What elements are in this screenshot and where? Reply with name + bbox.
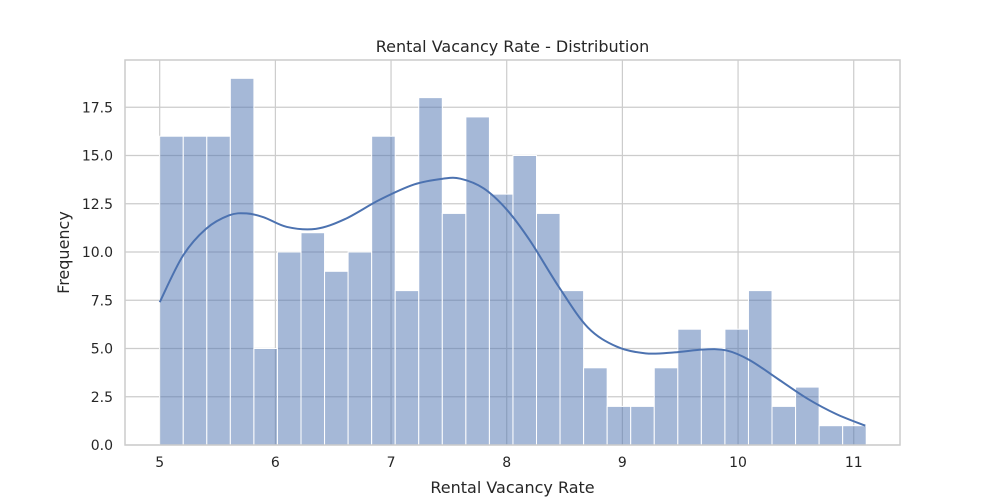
plot-frame (124, 59, 901, 446)
histogram-bar (300, 232, 326, 446)
histogram-bar (630, 405, 655, 446)
histogram-bar (488, 193, 514, 446)
y-tick-label: 0.0 (91, 438, 113, 454)
histogram-bar (276, 251, 302, 446)
histogram-bar (512, 155, 538, 446)
y-tick-label: 5.0 (91, 342, 113, 358)
x-tick-labels: 5 6 7 8 9 10 11 (155, 455, 862, 471)
x-tick-label: 5 (155, 455, 164, 471)
histogram-bar (418, 97, 443, 446)
x-axis-label: Rental Vacancy Rate (430, 478, 594, 497)
histogram-bar (347, 251, 373, 446)
x-tick-label: 11 (845, 455, 863, 471)
y-tick-label: 17.5 (82, 100, 113, 116)
histogram-bar (724, 328, 749, 446)
histogram-bar (441, 212, 467, 446)
histogram-bar (771, 405, 797, 446)
x-tick-label: 7 (387, 455, 396, 471)
histogram-bar (159, 135, 184, 446)
y-axis-label: Frequency (54, 211, 73, 294)
x-tick-label: 6 (271, 455, 280, 471)
y-tick-label: 15.0 (82, 149, 113, 165)
y-tick-label: 10.0 (82, 245, 113, 261)
histogram-bar (700, 348, 726, 446)
x-tick-label: 8 (502, 455, 511, 471)
histogram-bar (394, 290, 420, 446)
histogram-bar (842, 425, 867, 446)
histogram-bar (606, 405, 632, 446)
y-tick-label: 12.5 (82, 197, 113, 213)
y-tick-label: 2.5 (91, 390, 113, 406)
kde-line (158, 176, 866, 427)
y-tick-labels: 0.0 2.5 5.0 7.5 10.0 12.5 15.0 17.5 (82, 100, 113, 454)
histogram-bar (653, 367, 679, 446)
histogram-bar (253, 348, 278, 446)
histogram-bar (795, 386, 820, 446)
histogram-bar (583, 367, 608, 446)
histogram-bar (677, 328, 702, 446)
histogram-bars (159, 77, 867, 446)
y-tick-label: 7.5 (91, 293, 113, 309)
histogram-bar (182, 135, 208, 446)
histogram-bar (206, 135, 231, 446)
x-tick-label: 9 (618, 455, 627, 471)
histogram-bar (536, 212, 561, 446)
chart-title: Rental Vacancy Rate - Distribution (376, 37, 650, 56)
x-tick-label: 10 (729, 455, 747, 471)
histogram-bar (818, 425, 844, 446)
histogram-bar (229, 77, 255, 446)
histogram-bar (465, 116, 490, 446)
histogram-bar (371, 135, 396, 446)
histogram-bar (324, 270, 349, 446)
histogram-bar (559, 290, 585, 446)
